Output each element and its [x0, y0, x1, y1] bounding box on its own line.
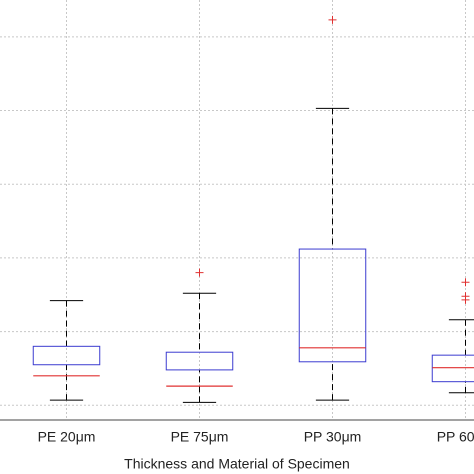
x-tick-label: PE 20μm — [38, 429, 96, 445]
outlier — [461, 292, 470, 301]
x-tick-label: PP 30μm — [304, 429, 362, 445]
x-tick-label: PP 60μm — [437, 429, 474, 445]
x-axis-label: Thickness and Material of Specimen — [124, 456, 350, 472]
outlier — [461, 278, 470, 287]
plot-area — [0, 0, 474, 420]
x-tick-label: PE 75μm — [171, 429, 229, 445]
box — [32, 345, 101, 366]
box — [165, 351, 234, 371]
box — [431, 354, 474, 383]
outlier — [195, 268, 204, 277]
box — [298, 248, 367, 363]
outlier — [328, 15, 337, 24]
